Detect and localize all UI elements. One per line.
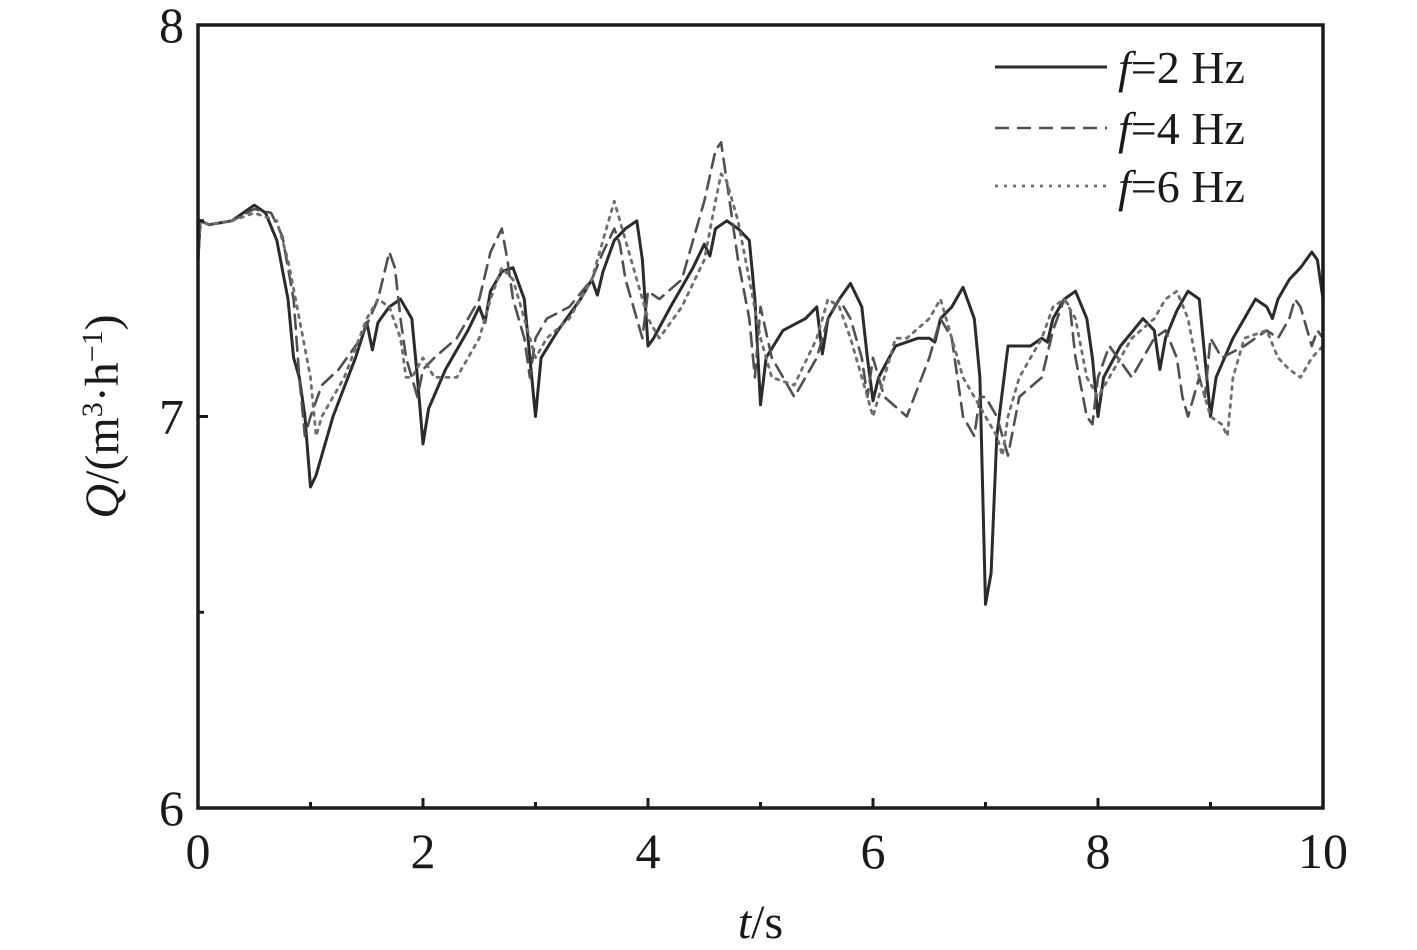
x-axis-label-symbol: t — [738, 896, 753, 945]
x-tick-label: 2 — [411, 823, 436, 879]
y-tick-label: 7 — [159, 389, 184, 445]
y-axis-label-sup-b: −1 — [76, 330, 109, 362]
y-axis-label-unit-c: ) — [76, 314, 129, 330]
legend-label-2: f=6 Hz — [1118, 161, 1245, 212]
y-axis-label-symbol: Q — [76, 484, 129, 519]
y-axis-label-sup-a: 3 — [76, 402, 109, 417]
series-line-1 — [196, 141, 1325, 457]
series-line-2 — [196, 172, 1325, 457]
x-tick-label: 8 — [1086, 823, 1111, 879]
series-layer — [196, 141, 1325, 606]
tick-layer: 0 2 4 6 8 10 6 7 8 — [159, 0, 1348, 879]
x-tick-label: 10 — [1298, 823, 1348, 879]
x-axis-label-unit: /s — [751, 896, 783, 945]
series-line-0 — [196, 203, 1325, 606]
y-axis-label-unit-b: ·h — [76, 362, 129, 402]
y-tick-label: 8 — [159, 0, 184, 53]
y-axis-label: Q/(m3·h−1) — [76, 314, 130, 518]
x-axis-label: t/s — [738, 896, 783, 945]
y-tick-label: 6 — [159, 780, 184, 836]
legend-label-0: f=2 Hz — [1118, 42, 1245, 93]
y-axis-label-unit-a: /(m — [76, 417, 129, 484]
x-tick-label: 6 — [861, 823, 886, 879]
legend-label-1: f=4 Hz — [1118, 103, 1245, 154]
x-tick-label: 0 — [186, 823, 211, 879]
x-tick-label: 4 — [636, 823, 661, 879]
legend: f=2 Hz f=4 Hz f=6 Hz — [995, 42, 1245, 212]
